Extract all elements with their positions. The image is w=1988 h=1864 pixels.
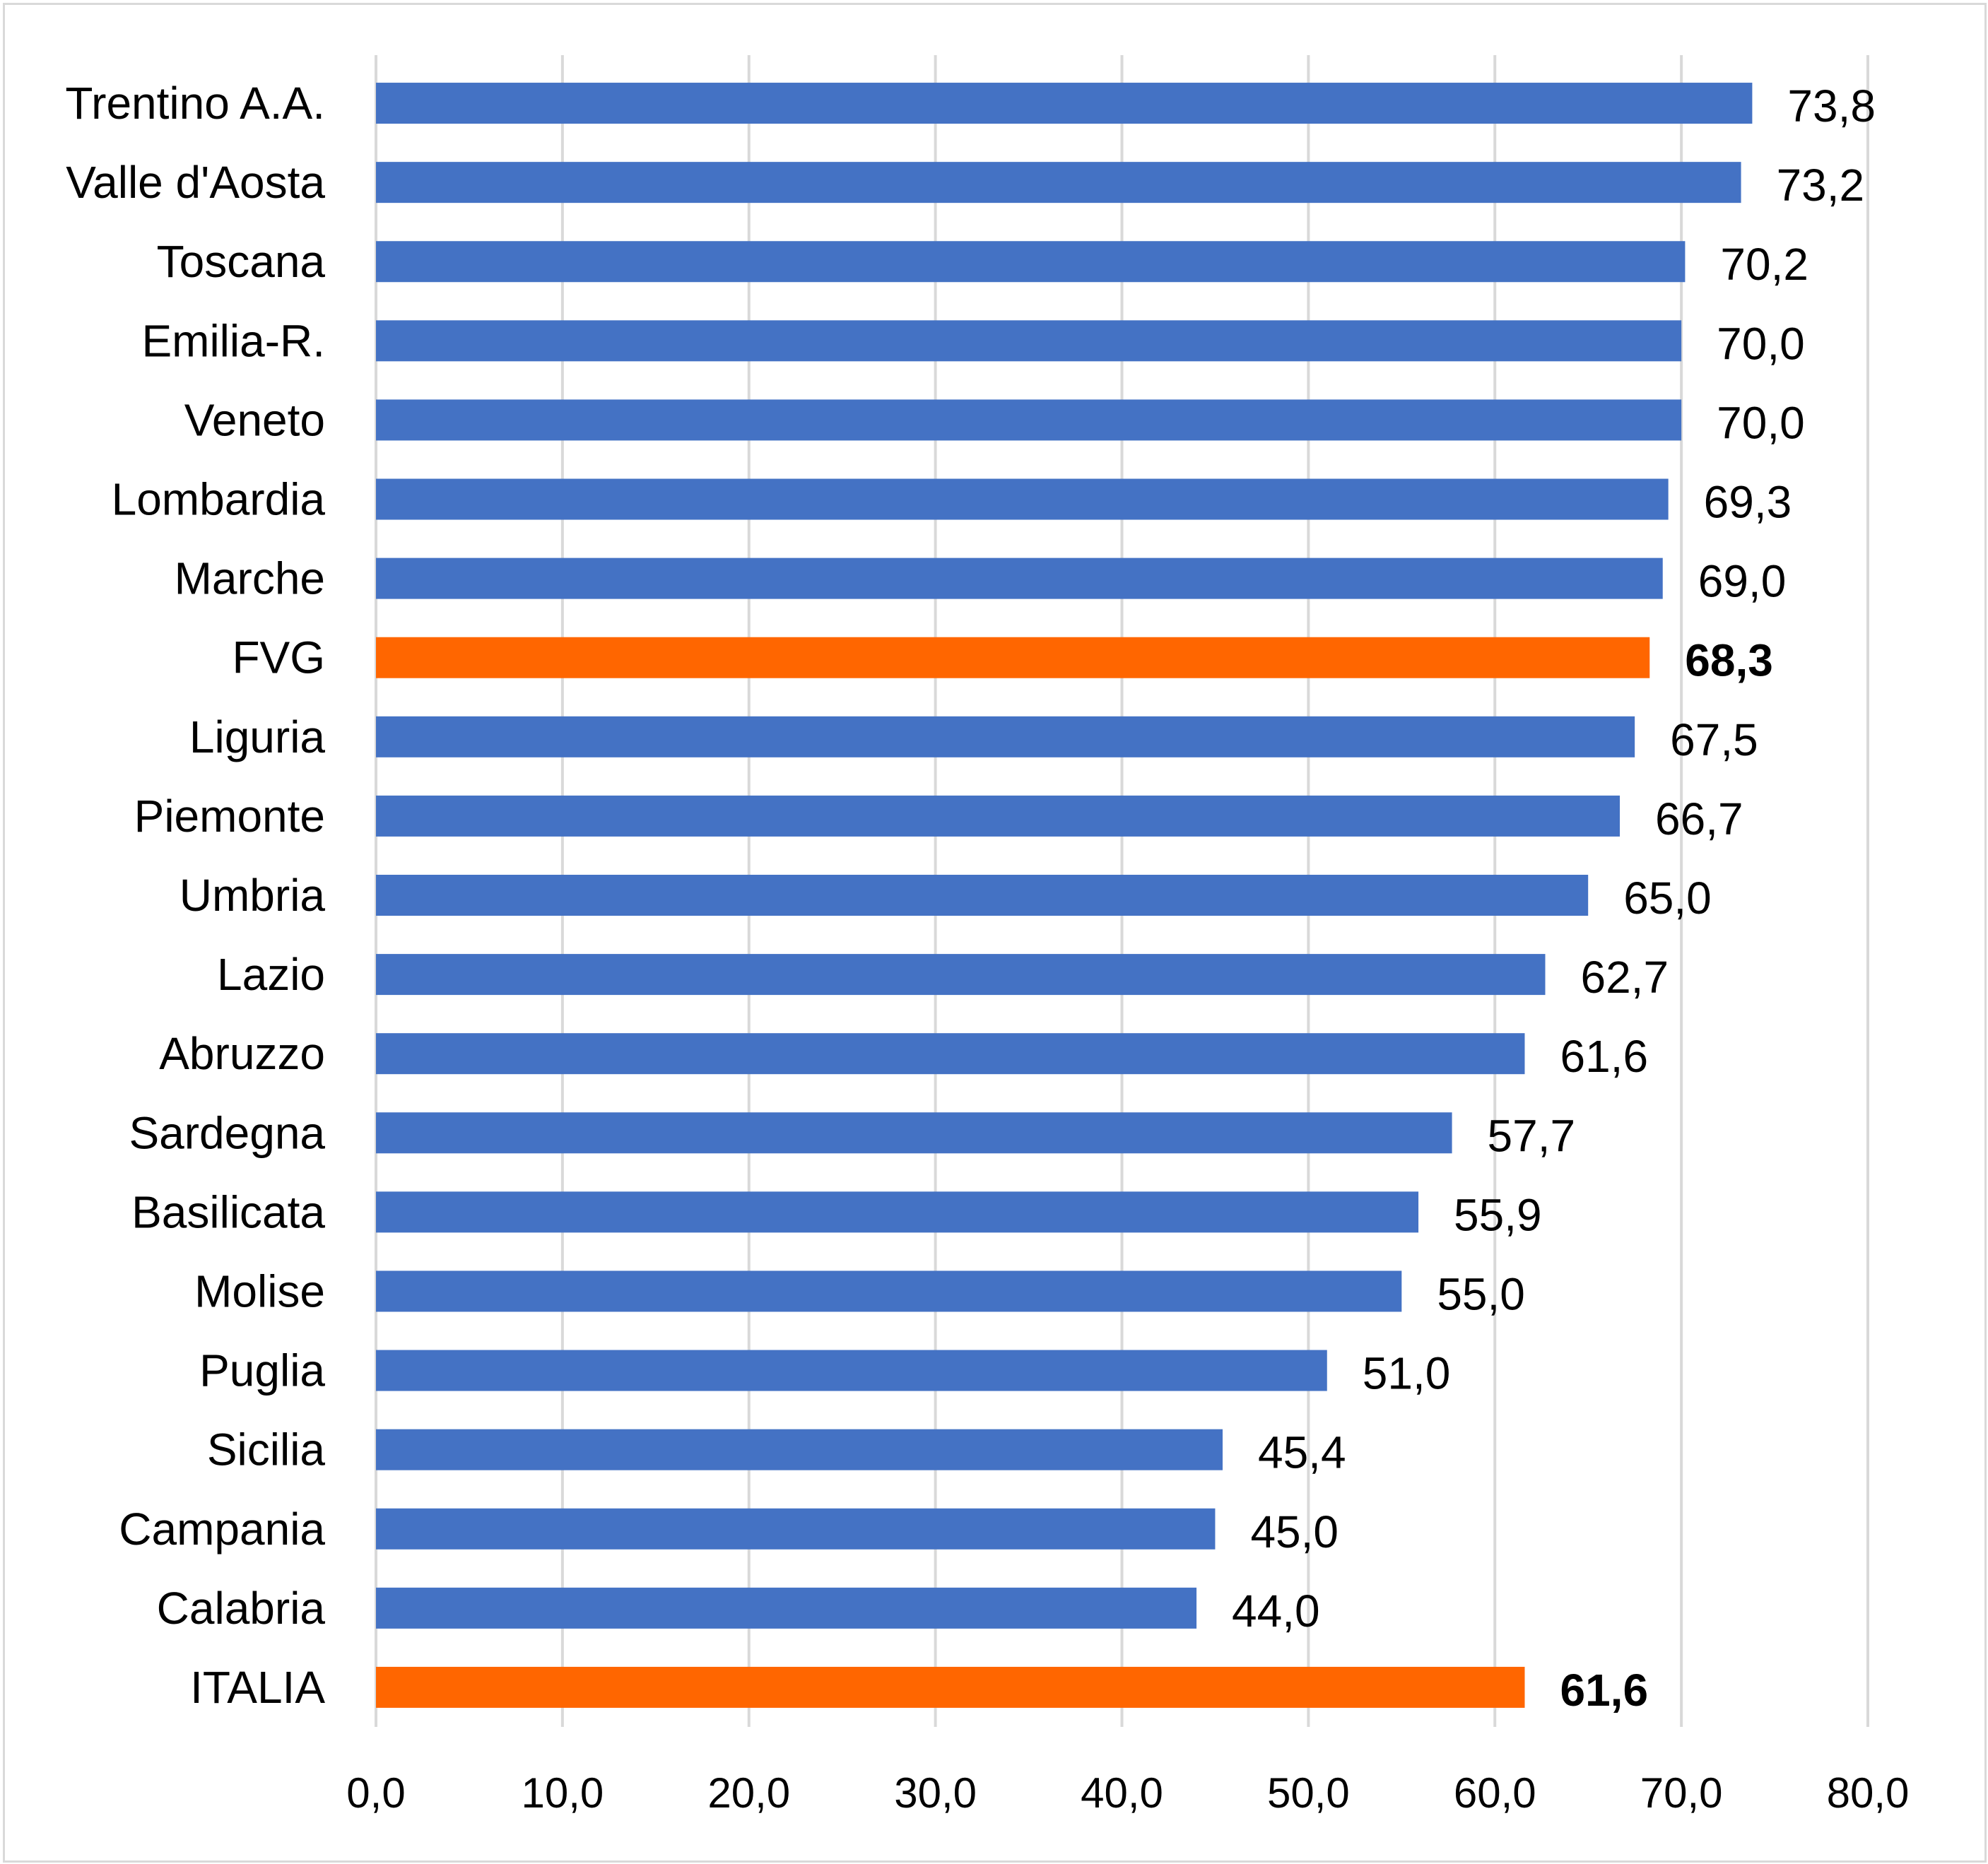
bar xyxy=(376,162,1741,203)
bars xyxy=(376,83,1753,1708)
x-tick-label: 20,0 xyxy=(707,1769,790,1817)
category-label: Lazio xyxy=(217,949,325,1000)
data-label: 67,5 xyxy=(1670,714,1758,765)
bar xyxy=(376,716,1635,757)
data-label: 55,0 xyxy=(1437,1268,1525,1319)
bar xyxy=(376,795,1621,837)
category-label: Piemonte xyxy=(134,791,325,842)
x-tick-label: 0,0 xyxy=(346,1769,405,1817)
bar xyxy=(376,399,1682,441)
bar xyxy=(376,1350,1327,1391)
category-label: Basilicata xyxy=(131,1186,325,1237)
bar xyxy=(376,241,1686,283)
data-label: 61,6 xyxy=(1560,1665,1648,1716)
bar xyxy=(376,1270,1402,1312)
category-label: ITALIA xyxy=(190,1662,325,1713)
category-label: Calabria xyxy=(157,1583,326,1634)
data-label: 68,3 xyxy=(1685,635,1773,686)
data-label: 51,0 xyxy=(1363,1348,1451,1399)
bar xyxy=(376,1429,1223,1470)
category-label: Marche xyxy=(175,553,325,604)
data-label: 69,3 xyxy=(1704,477,1792,528)
data-label: 73,2 xyxy=(1777,160,1865,211)
bar xyxy=(376,637,1650,678)
data-label: 66,7 xyxy=(1655,794,1743,844)
bar xyxy=(376,954,1546,996)
data-label: 45,4 xyxy=(1258,1427,1346,1478)
bar xyxy=(376,83,1753,124)
bar xyxy=(376,1508,1216,1550)
category-label: Umbria xyxy=(180,870,326,921)
data-label: 70,0 xyxy=(1717,397,1805,448)
category-label: Liguria xyxy=(189,712,326,762)
x-tick-label: 30,0 xyxy=(894,1769,977,1817)
bar xyxy=(376,558,1663,599)
labels: 0,0 10,0 20,0 30,0 40,0 50,0 60,0 70,0 80,0 Trent… xyxy=(65,78,1909,1817)
x-tick-label: 80,0 xyxy=(1827,1769,1910,1817)
chart-frame xyxy=(3,3,1987,1863)
bar xyxy=(376,1666,1525,1708)
x-tick-label: 70,0 xyxy=(1640,1769,1723,1817)
category-label: Sicilia xyxy=(207,1424,326,1475)
bar xyxy=(376,1587,1197,1629)
data-label: 44,0 xyxy=(1232,1586,1320,1636)
data-label: 62,7 xyxy=(1580,952,1669,1003)
bar xyxy=(376,1191,1419,1233)
category-label: Toscana xyxy=(157,236,326,287)
category-label: FVG xyxy=(232,632,325,683)
category-label: Campania xyxy=(119,1504,325,1555)
category-label: Valle d'Aosta xyxy=(66,157,325,208)
bar xyxy=(376,478,1669,520)
category-label: Sardegna xyxy=(129,1107,325,1158)
data-label: 57,7 xyxy=(1488,1110,1576,1161)
bar xyxy=(376,1112,1452,1154)
x-tick-label: 50,0 xyxy=(1267,1769,1350,1817)
bar xyxy=(376,875,1589,916)
bar xyxy=(376,1033,1525,1075)
category-label: Emilia-R. xyxy=(141,315,325,366)
category-label: Abruzzo xyxy=(159,1028,325,1079)
category-label: Trentino A.A. xyxy=(65,78,325,129)
data-label: 45,0 xyxy=(1250,1506,1339,1557)
data-label: 73,8 xyxy=(1787,81,1876,131)
data-label: 69,0 xyxy=(1698,556,1787,607)
category-label: Lombardia xyxy=(112,474,326,525)
data-label: 70,0 xyxy=(1717,318,1805,369)
data-label: 61,6 xyxy=(1560,1031,1648,1082)
data-label: 55,9 xyxy=(1454,1189,1542,1240)
data-label: 70,2 xyxy=(1720,239,1808,290)
x-tick-label: 10,0 xyxy=(521,1769,604,1817)
category-label: Veneto xyxy=(184,394,325,445)
data-label: 65,0 xyxy=(1623,873,1712,924)
x-tick-label: 60,0 xyxy=(1454,1769,1536,1817)
bar xyxy=(376,320,1682,362)
category-label: Puglia xyxy=(199,1345,325,1396)
x-tick-label: 40,0 xyxy=(1081,1769,1163,1817)
category-label: Molise xyxy=(194,1266,325,1316)
